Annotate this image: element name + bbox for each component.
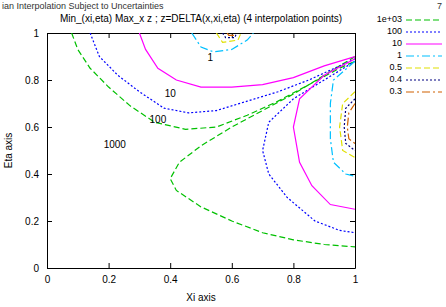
tick-mark: [47, 268, 52, 269]
tick-mark: [350, 80, 355, 81]
tick: [350, 268, 355, 269]
tick-mark: [47, 33, 48, 38]
tick: [47, 33, 48, 38]
legend-label: 1e+03: [377, 14, 402, 24]
tick-label: 0.4: [25, 169, 39, 180]
legend-swatch: [406, 91, 442, 92]
legend-label: 1: [397, 50, 402, 60]
chart: ian Interpolation Subject to Uncertainti…: [0, 0, 446, 307]
tick-mark: [170, 33, 171, 38]
tick: [350, 221, 355, 222]
chart-title: Min_(xi,eta) Max_x z ; z=DELTA(x,xi,eta)…: [60, 13, 342, 24]
axis-line: [48, 268, 356, 269]
contour-line: [90, 33, 355, 233]
tick: [293, 33, 294, 38]
contour-label: 1000: [104, 139, 127, 150]
tick-mark: [47, 127, 52, 128]
tick-label: 0.6: [225, 274, 239, 285]
contour-label: 1: [207, 52, 213, 63]
legend-swatch: [406, 19, 442, 20]
tick-mark: [170, 263, 171, 268]
page-number: 7: [437, 1, 442, 11]
tick: 0.2: [102, 263, 116, 285]
contour-line: [192, 33, 355, 176]
tick: [109, 33, 110, 38]
contour-line: [227, 33, 355, 143]
legend-label: 0.5: [389, 62, 402, 72]
tick-mark: [47, 80, 52, 81]
legend-swatch: [406, 43, 442, 44]
tick-label: 1: [353, 274, 359, 285]
tick-label: 0.8: [287, 274, 301, 285]
tick-label: 0: [45, 274, 51, 285]
tick: 0.4: [164, 263, 178, 285]
tick: 0: [33, 263, 52, 274]
tick-label: 0.2: [102, 274, 116, 285]
tick: 0.2: [25, 216, 52, 227]
tick-label: 0.6: [25, 122, 39, 133]
legend-swatch: [406, 55, 442, 56]
y-axis: 0 0.2 0.4 0.6 0.8 1: [25, 28, 52, 274]
x-axis-top: [48, 33, 356, 38]
legend-swatch: [406, 31, 442, 32]
legend-label: 100: [387, 26, 402, 36]
tick: [170, 33, 171, 38]
tick-mark: [350, 268, 355, 269]
tick: [350, 80, 355, 81]
tick-label: 0: [33, 263, 39, 274]
legend: 1e+03 100 10 1 0.5 0.4 0.3: [377, 14, 442, 96]
x-axis-title: Xi axis: [186, 292, 215, 303]
x-axis: 0 0.2 0.4 0.6 0.8 1: [45, 263, 359, 285]
tick-label: 1: [33, 28, 39, 39]
axis-line: [47, 34, 48, 269]
tick-mark: [232, 263, 233, 268]
tick-mark: [109, 263, 110, 268]
tick-label: 0.4: [164, 274, 178, 285]
tick: [350, 33, 355, 34]
axis-line: [48, 33, 356, 34]
tick-mark: [293, 33, 294, 38]
tick-mark: [47, 174, 52, 175]
tick-mark: [350, 33, 355, 34]
tick: 0.6: [25, 122, 52, 133]
contour-label: 100: [150, 114, 167, 125]
contour-line: [72, 33, 355, 247]
contour-line: [223, 33, 355, 151]
legend-label: 10: [392, 38, 402, 48]
contour-line: [139, 33, 355, 209]
contour-label: 10: [165, 88, 177, 99]
legend-swatch: [406, 67, 442, 68]
tick-label: 0.2: [25, 216, 39, 227]
plot: 00.20.40.60.8100.20.40.60.811101001000: [25, 28, 359, 285]
tick-label: 0.8: [25, 75, 39, 86]
y-axis-right: [350, 34, 356, 269]
tick-mark: [293, 263, 294, 268]
tick: 0.6: [225, 263, 239, 285]
legend-swatch: [406, 79, 442, 80]
page-header: ian Interpolation Subject to Uncertainti…: [2, 1, 164, 11]
tick-mark: [350, 221, 355, 222]
tick: [350, 127, 355, 128]
tick: 0.4: [25, 169, 52, 180]
axis-line: [355, 34, 356, 269]
tick: 0.8: [287, 263, 301, 285]
legend-label: 0.3: [389, 86, 402, 96]
contours: [72, 33, 355, 247]
tick-mark: [350, 127, 355, 128]
tick: 0.8: [25, 75, 52, 86]
y-axis-title: Eta axis: [3, 133, 14, 169]
contour-line: [216, 33, 355, 158]
tick-mark: [47, 221, 52, 222]
tick-mark: [109, 33, 110, 38]
legend-label: 0.4: [389, 74, 402, 84]
